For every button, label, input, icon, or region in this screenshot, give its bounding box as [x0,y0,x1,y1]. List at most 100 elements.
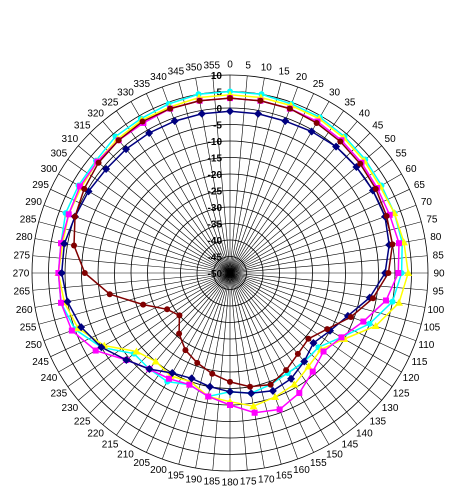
angle-tick-label: 170 [258,474,275,485]
angle-tick-label: 260 [16,305,33,316]
grid-spoke-30 [229,272,330,445]
angular-grid-spokes [32,75,428,471]
grid-spoke-67 [146,93,231,274]
data-point [176,330,183,337]
data-point [347,314,354,321]
angle-tick-label: 150 [326,449,343,460]
data-point [140,301,147,308]
grid-spoke-26 [229,272,382,401]
data-point [281,117,290,126]
grid-spoke-64 [102,121,231,274]
angle-tick-label: 345 [168,67,185,78]
grid-spoke-46 [78,272,231,401]
data-point [304,362,313,370]
data-point [300,357,309,366]
angle-tick-label: 15 [279,67,291,78]
data-point [139,118,146,125]
angle-tick-label: 200 [150,465,167,476]
data-point [369,295,376,302]
angle-tick-label: 140 [356,429,373,440]
data-point [182,347,189,354]
grid-spoke-62 [78,145,231,274]
data-point [168,369,177,378]
angle-tick-label: 215 [102,440,119,451]
data-point [176,312,183,319]
data-point [382,297,389,304]
data-point [257,97,264,104]
data-point [132,347,141,355]
data-point [186,381,193,388]
data-point [385,270,392,276]
data-point [283,367,290,374]
angle-tick-label: 115 [411,357,427,368]
angle-tick-label: 270 [13,269,30,280]
data-point [296,390,303,397]
grid-spoke-45 [89,272,231,414]
data-point [395,270,402,276]
angle-tick-label: 60 [405,164,417,175]
data-point [97,343,106,352]
data-point [92,347,99,354]
angle-tick-label: 250 [25,340,42,351]
radial-tick-label: -50 [208,269,223,280]
angle-tick-label: 265 [13,287,30,298]
angle-tick-label: 65 [414,180,426,191]
grid-spoke-40 [161,272,231,460]
data-point [267,381,274,388]
grid-spoke-31 [229,272,314,453]
angle-tick-label: 280 [16,232,33,243]
angle-tick-label: 10 [261,63,273,74]
angle-tick-label: 175 [240,477,257,488]
data-point [309,368,316,375]
angle-tick-label: 330 [117,88,134,99]
angle-tick-label: 125 [393,388,410,399]
data-point [151,357,160,365]
data-point [95,159,102,166]
data-point [290,380,299,388]
grid-spoke-17 [229,255,428,274]
data-point [187,374,196,383]
data-point [227,378,233,385]
data-point [294,350,301,357]
data-point [65,211,72,218]
grid-spoke-32 [229,272,299,460]
data-point [167,105,174,112]
angle-tick-label: 195 [168,470,185,481]
data-point [338,334,345,341]
data-point [165,375,172,382]
radial-tick-label: -45 [208,253,223,264]
data-point [145,365,154,374]
angle-tick-label: 135 [369,416,386,427]
angle-tick-label: 110 [418,340,434,351]
data-point [57,269,66,277]
data-point [77,323,86,332]
grid-spoke-59 [50,189,231,274]
data-point [366,320,373,327]
data-point [68,327,75,334]
angle-tick-label: 70 [421,197,433,208]
grid-spoke-49 [50,272,231,357]
data-point [394,298,403,306]
grid-spoke-48 [58,272,231,373]
angle-tick-label: 25 [313,79,325,90]
series-4 [71,95,396,390]
angle-tick-label: 55 [396,149,408,160]
series-3 [57,107,394,398]
angle-tick-label: 290 [25,197,42,208]
grid-spoke-24 [229,272,402,373]
data-point [205,382,214,391]
data-point [247,383,254,390]
angle-tick-label: 310 [62,134,79,145]
data-point [58,299,65,306]
data-point [122,355,131,364]
angle-tick-label: 165 [276,470,293,481]
data-point [71,242,78,249]
angle-tick-label: 180 [222,478,239,489]
data-point [389,298,396,305]
grid-spoke-53 [32,272,231,291]
angle-tick-label: 35 [344,97,356,108]
angle-tick-label: 355 [203,60,220,71]
angle-tick-label: 350 [185,63,202,74]
angle-tick-label: 105 [424,323,441,334]
